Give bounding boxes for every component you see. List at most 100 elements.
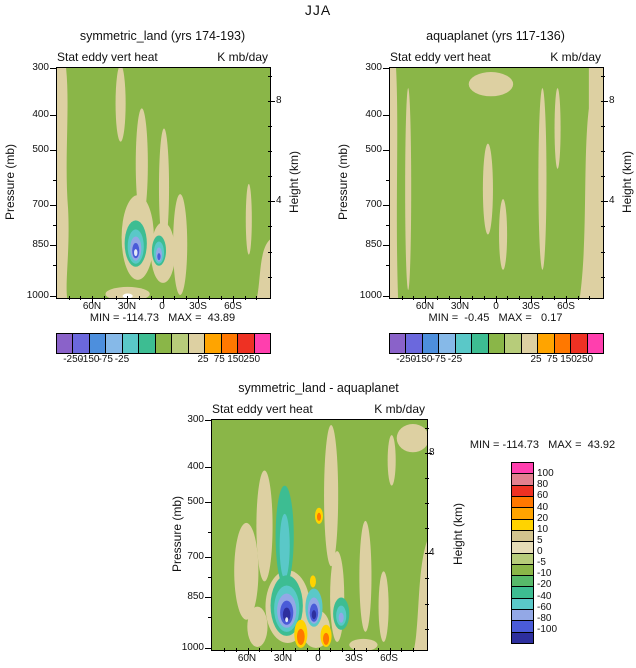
axis-tick	[268, 277, 272, 278]
axis-tick	[578, 296, 579, 300]
axis-tick	[507, 296, 508, 300]
axis-tick	[205, 597, 212, 598]
colorbar-segment	[139, 334, 156, 353]
axis-tick	[50, 296, 57, 297]
contour-plot-difference	[212, 420, 427, 650]
colorbar-vertical	[511, 462, 534, 644]
y-tick-label: 300	[32, 62, 49, 73]
y-tick-label: 400	[365, 109, 382, 120]
colorbar-tick-label: -100	[537, 623, 558, 635]
x-tick-label: 30N	[273, 653, 293, 664]
axis-tick	[425, 629, 429, 630]
x-tick-label: 60S	[224, 301, 242, 312]
positive-centers	[294, 507, 332, 648]
colorbar-segment	[455, 334, 473, 353]
axis-tick	[378, 648, 379, 652]
axis-tick	[425, 503, 429, 504]
axis-tick	[601, 76, 605, 77]
colorbar-segment	[472, 334, 489, 353]
plot-aquaplanet	[389, 67, 604, 299]
y-tick-label: 850	[365, 239, 382, 250]
axis-tick	[205, 420, 212, 421]
axis-tick	[601, 151, 605, 152]
axis-tick	[69, 296, 70, 300]
x-tick-label: 0	[159, 301, 165, 312]
axis-tick	[601, 226, 605, 227]
axis-tick	[437, 296, 438, 300]
axis-tick	[425, 528, 429, 529]
colorbar-tick-label: -75	[431, 354, 446, 365]
y-tick-label: 850	[187, 591, 204, 602]
negative-center-south	[333, 597, 350, 630]
x-tick-label: 60N	[237, 653, 257, 664]
axis-tick	[205, 648, 212, 649]
colorbar-segment	[538, 334, 555, 353]
axis-tick	[601, 277, 605, 278]
colorbar-tick-label: 10	[537, 523, 549, 535]
field-label: Stat eddy vert heat	[57, 50, 158, 64]
axis-tick	[205, 467, 212, 468]
axis-tick	[163, 296, 164, 303]
colorbar-tick-label: -150	[412, 354, 433, 365]
colorbar-tick-label: 150	[227, 354, 244, 365]
axis-tick	[268, 101, 275, 102]
stats-line: MIN = -114.73 MAX = 43.89	[89, 312, 236, 324]
axis-tick	[53, 225, 57, 226]
colorbar-segment	[73, 334, 90, 353]
height-tick-label: 4	[609, 195, 615, 206]
axis-tick	[208, 532, 212, 533]
y-axis-label: Pressure (mb)	[336, 144, 350, 221]
colorbar-tick-label: -20	[537, 579, 552, 591]
axis-tick	[248, 648, 249, 655]
colorbar-tick-label: 5	[537, 534, 543, 546]
x-tick-label: 60N	[415, 301, 435, 312]
colorbar-segment	[512, 530, 533, 543]
axis-tick	[116, 296, 117, 300]
units-label: K mb/day	[550, 50, 601, 64]
x-tick-label: 30N	[450, 301, 470, 312]
axis-tick	[472, 296, 473, 300]
axis-tick	[205, 557, 212, 558]
colorbar-segment	[172, 334, 189, 353]
axis-tick	[268, 126, 272, 127]
axis-tick	[519, 296, 520, 300]
x-tick-label: 0	[315, 653, 321, 664]
colorbar-tick-label: -150	[79, 354, 100, 365]
y-tick-label: 700	[187, 551, 204, 562]
colorbar-segment	[106, 334, 123, 353]
colorbar-tick-label: 40	[537, 501, 549, 513]
axis-tick	[259, 648, 260, 652]
colorbar-segment	[254, 334, 271, 353]
colorbar-tick-label: 150	[560, 354, 577, 365]
contour-plot-symmetric-land	[57, 68, 270, 298]
colorbar-segment	[512, 463, 533, 475]
colorbar-segment	[238, 334, 255, 353]
colorbar-segment	[155, 334, 173, 353]
axis-tick	[425, 553, 432, 554]
axis-tick	[413, 648, 414, 652]
axis-tick	[383, 245, 390, 246]
negative-center-equator	[305, 588, 323, 627]
x-tick-label: 60S	[380, 653, 398, 664]
axis-tick	[319, 648, 320, 655]
axis-tick	[425, 428, 429, 429]
axis-tick	[425, 453, 432, 454]
axis-tick	[390, 648, 391, 655]
axis-tick	[92, 296, 93, 303]
axis-tick	[386, 265, 390, 266]
colorbar-segment	[512, 598, 533, 611]
colorbar-tick-label: -250	[396, 354, 417, 365]
tan-regions	[57, 68, 270, 298]
axis-tick	[425, 478, 429, 479]
y-tick-label: 500	[365, 144, 382, 155]
axis-tick	[401, 648, 402, 652]
height-tick-label: 4	[276, 195, 282, 206]
colorbar-tick-label: 25	[530, 354, 542, 365]
axis-tick	[268, 151, 272, 152]
negative-center-north	[270, 575, 303, 636]
axis-tick	[221, 296, 222, 300]
colorbar-tick-label: -25	[114, 354, 130, 365]
axis-tick	[601, 252, 605, 253]
colorbar-tick-label: 100	[537, 468, 554, 480]
colorbar-segment	[554, 334, 572, 353]
